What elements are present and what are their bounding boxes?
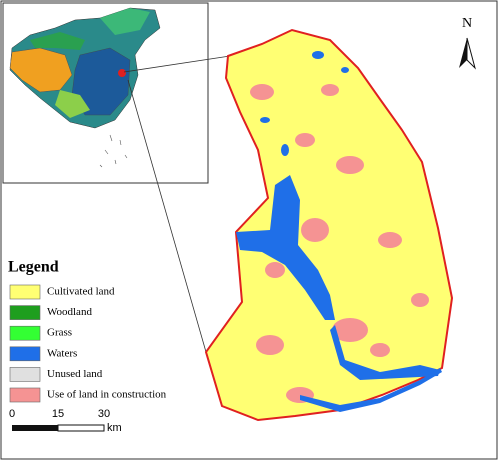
scale-label: 15 xyxy=(52,408,64,420)
north-label: N xyxy=(462,16,472,31)
callout-line xyxy=(127,79,207,353)
scale-label: 0 xyxy=(9,408,15,420)
legend-label: Use of land in construction xyxy=(47,389,167,401)
legend-swatch xyxy=(9,346,41,362)
legend-title: Legend xyxy=(8,259,59,276)
legend-swatch xyxy=(9,367,41,382)
legend-swatch xyxy=(9,387,41,403)
legend-label: Grass xyxy=(47,327,72,339)
callout-line xyxy=(123,55,231,73)
legend-swatch xyxy=(9,325,41,341)
legend-label: Cultivated land xyxy=(47,286,115,298)
scale-unit: km xyxy=(107,422,122,434)
legend-label: Woodland xyxy=(47,306,92,318)
legend: Cultivated land Woodland Grass Waters Unused… xyxy=(9,284,167,403)
legend-swatch xyxy=(9,305,41,320)
legend-label: Waters xyxy=(47,347,77,359)
north-arrow xyxy=(459,37,476,70)
scale-bar: 0 15 30 km xyxy=(9,408,122,434)
legend-swatch xyxy=(9,284,41,300)
scale-label: 30 xyxy=(98,408,110,420)
study-region xyxy=(204,28,454,422)
inset-china xyxy=(9,7,161,168)
waters xyxy=(236,51,442,412)
legend-label: Unused land xyxy=(47,368,103,380)
